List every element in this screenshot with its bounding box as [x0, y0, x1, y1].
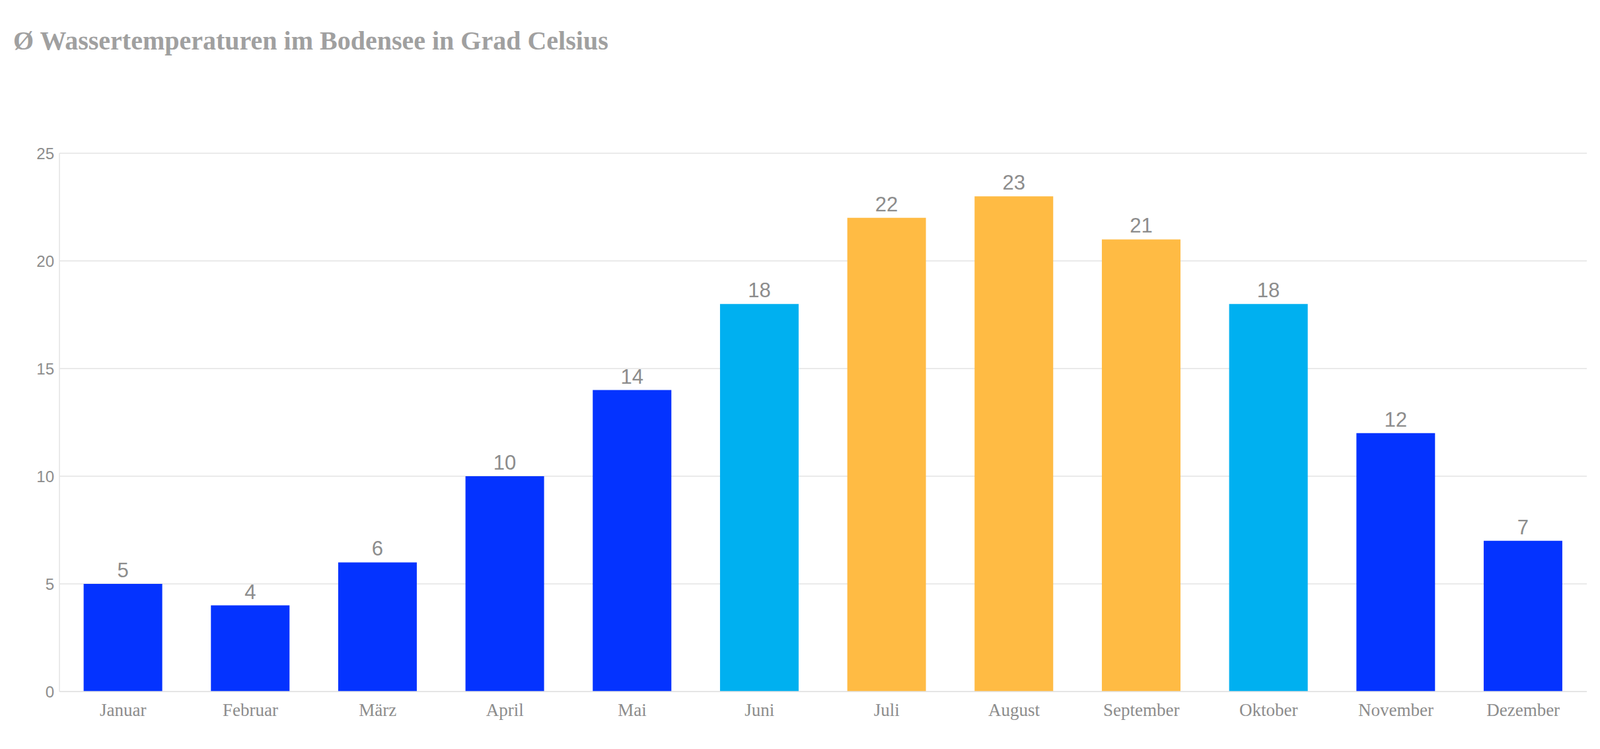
- svg-text:10: 10: [493, 451, 516, 475]
- svg-text:Oktober: Oktober: [1239, 700, 1298, 721]
- svg-text:März: März: [358, 700, 397, 721]
- svg-text:14: 14: [620, 365, 644, 389]
- svg-text:Februar: Februar: [222, 700, 279, 721]
- svg-text:21: 21: [1129, 214, 1153, 238]
- svg-text:November: November: [1358, 700, 1434, 721]
- svg-text:12: 12: [1384, 408, 1408, 432]
- svg-text:5: 5: [45, 575, 55, 594]
- svg-text:10: 10: [36, 467, 55, 486]
- svg-text:22: 22: [875, 192, 898, 217]
- svg-text:18: 18: [1257, 278, 1280, 302]
- svg-text:Juli: Juli: [873, 700, 900, 721]
- svg-text:25: 25: [36, 144, 55, 163]
- svg-text:20: 20: [36, 252, 55, 271]
- svg-text:Januar: Januar: [99, 700, 146, 721]
- svg-text:Mai: Mai: [617, 700, 647, 721]
- svg-text:7: 7: [1517, 515, 1529, 540]
- svg-text:6: 6: [371, 537, 384, 561]
- svg-text:5: 5: [116, 558, 129, 582]
- html-text:Ø Wassertemperaturen im Bodens: Ø Wassertemperaturen im Bodensee in Grad…: [13, 25, 609, 56]
- svg-text:23: 23: [1002, 171, 1026, 195]
- svg-text:September: September: [1103, 700, 1180, 721]
- svg-text:0: 0: [45, 683, 55, 701]
- svg-text:Dezember: Dezember: [1486, 700, 1560, 721]
- svg-text:August: August: [988, 700, 1041, 721]
- svg-text:4: 4: [244, 580, 256, 604]
- svg-text:15: 15: [36, 360, 55, 378]
- svg-text:18: 18: [747, 278, 771, 302]
- svg-text:April: April: [486, 700, 524, 721]
- svg-text:Juni: Juni: [744, 700, 775, 721]
